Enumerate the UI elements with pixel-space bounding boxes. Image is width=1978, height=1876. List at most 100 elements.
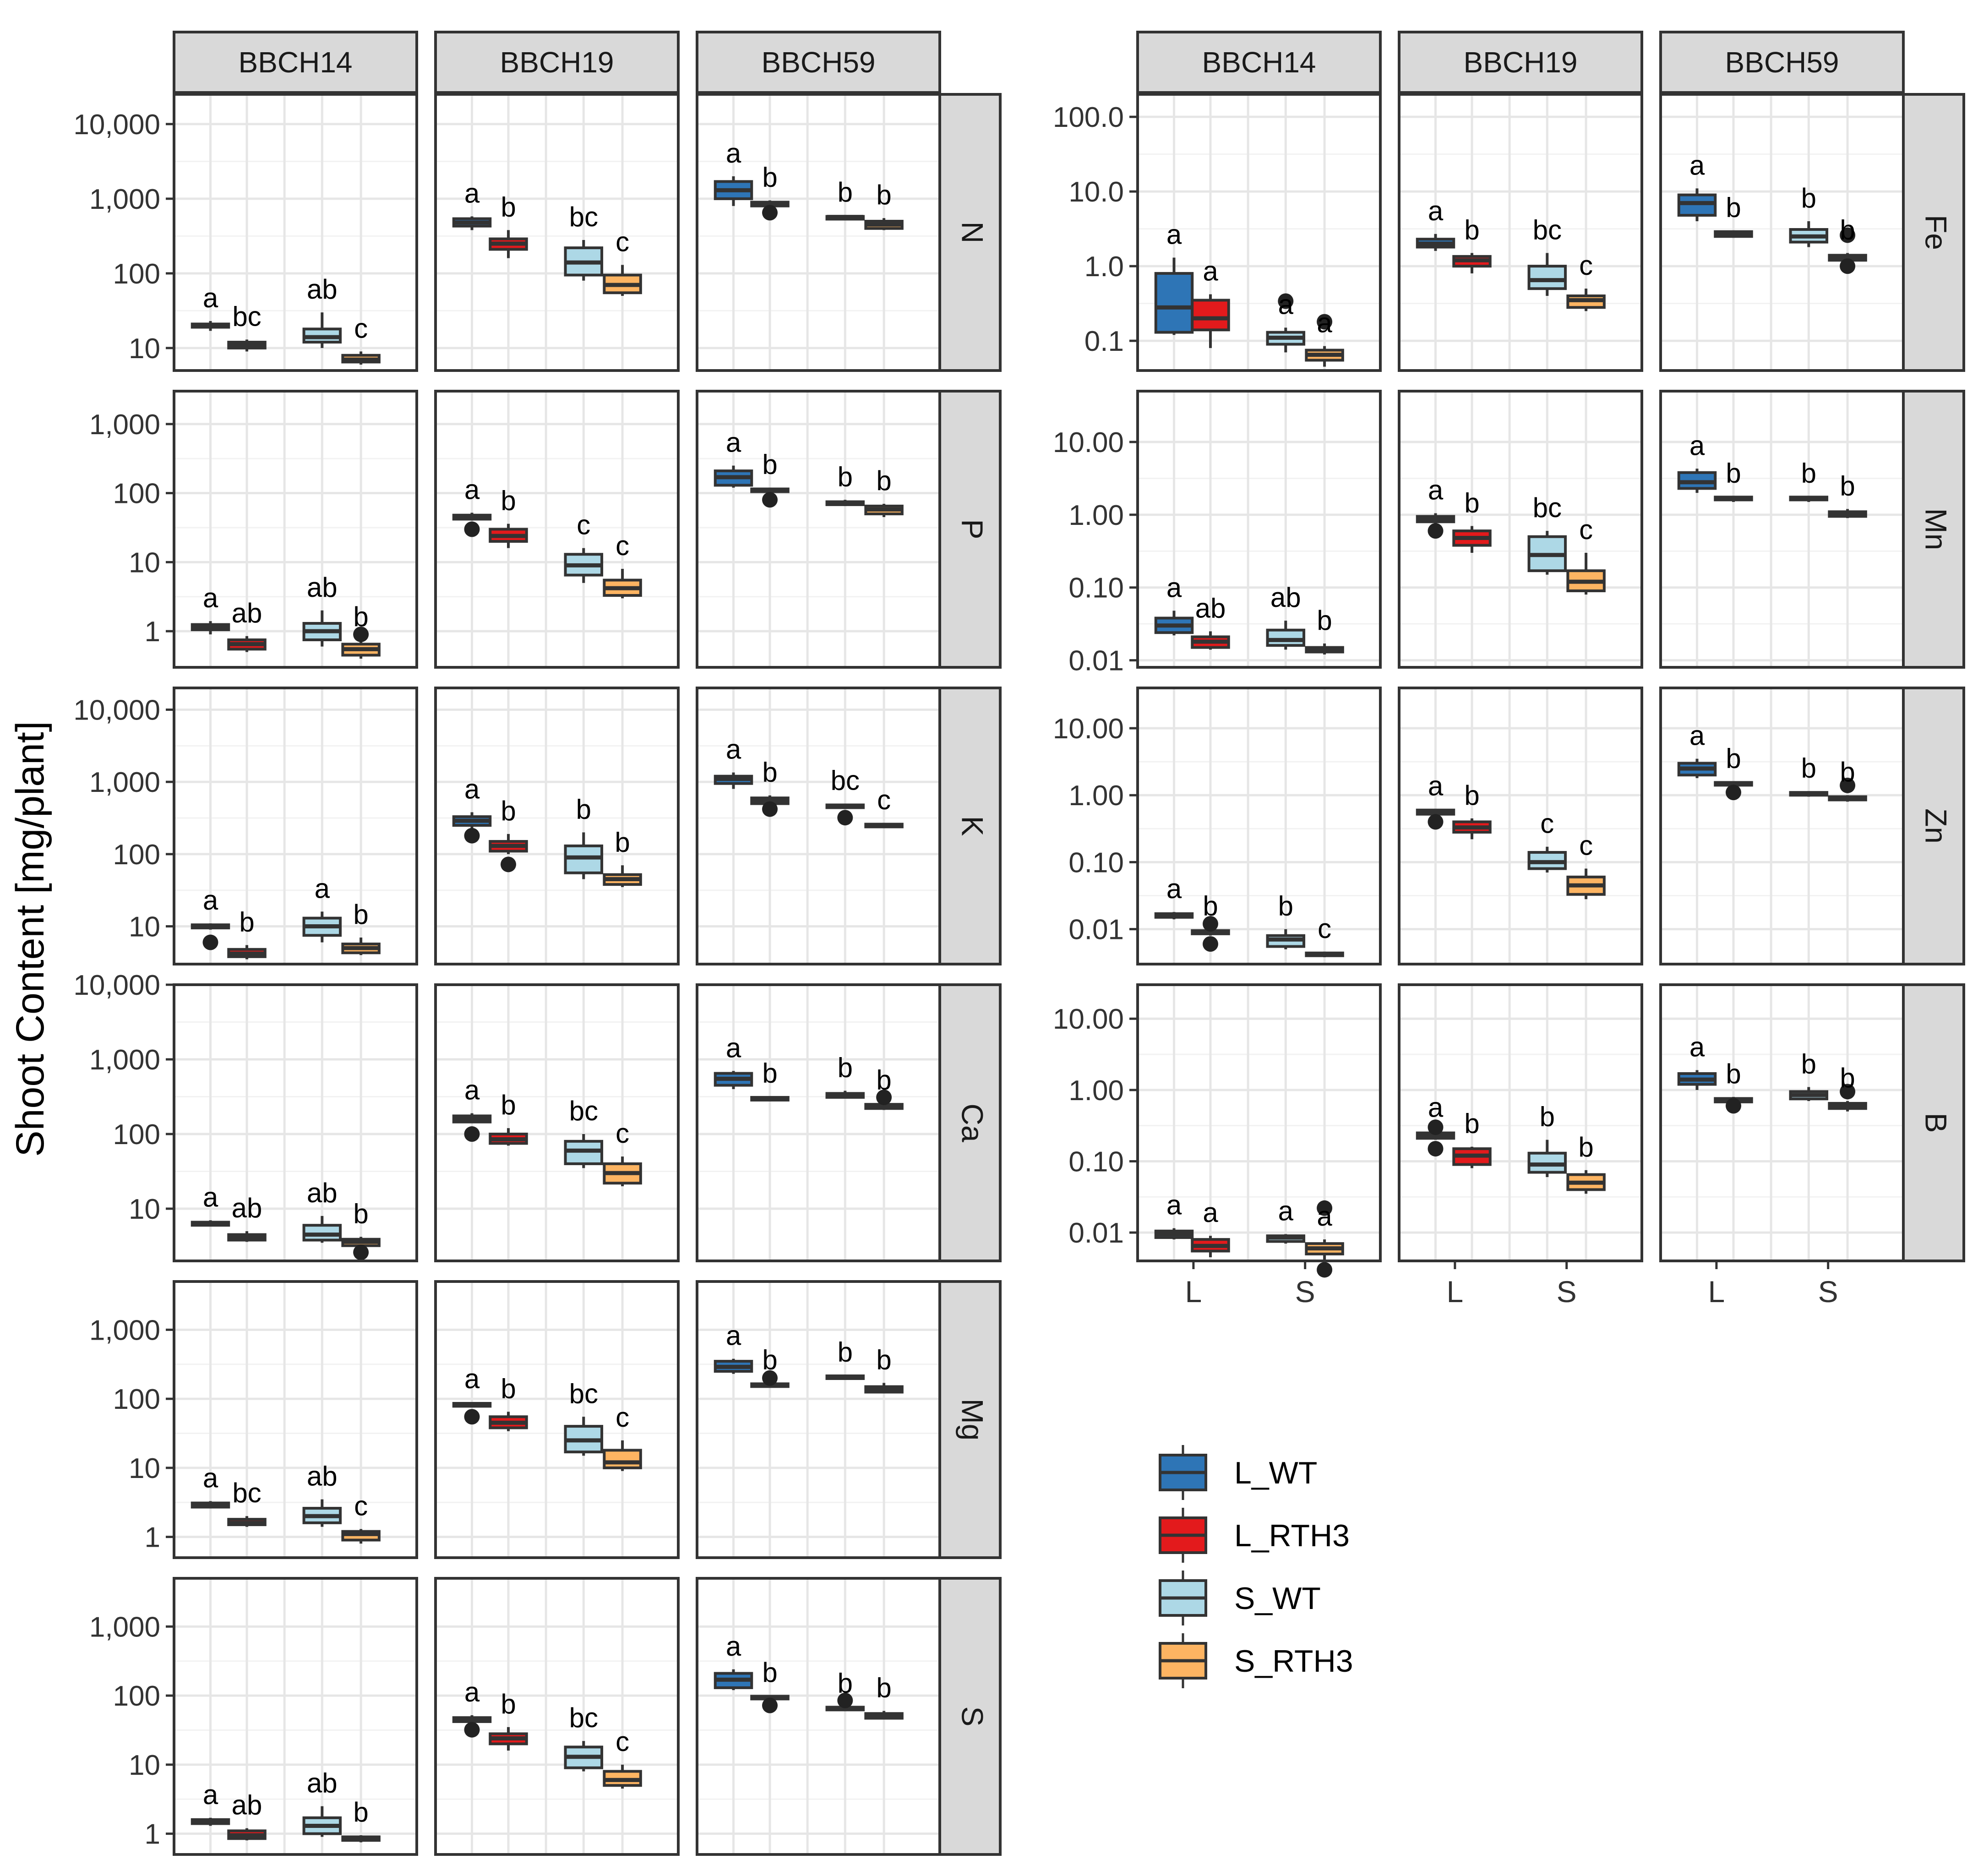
element-strip-K: K xyxy=(938,687,1002,965)
significance-letter: bc xyxy=(569,1702,598,1733)
panel-border xyxy=(1398,687,1643,965)
box-S_RTH3: b xyxy=(864,465,904,517)
box-L_WT: a xyxy=(452,774,492,844)
significance-letter: b xyxy=(501,1689,516,1719)
significance-letter: b xyxy=(1801,753,1816,783)
box-L_RTH3: b xyxy=(1191,891,1230,952)
significance-letter: c xyxy=(1579,830,1593,861)
y-tick-label: 1,000 xyxy=(89,1314,160,1346)
box-S_WT: ab xyxy=(302,1461,342,1527)
significance-letter: a xyxy=(726,1631,741,1662)
significance-letter: b xyxy=(1801,1048,1816,1079)
box-S_RTH3: b xyxy=(341,601,381,659)
x-tick-label: L xyxy=(1708,1275,1725,1309)
box-L_WT: a xyxy=(1416,196,1455,251)
box-L_RTH3: b xyxy=(1714,743,1753,801)
panel-background xyxy=(1661,94,1903,371)
outlier-point xyxy=(353,1244,369,1260)
significance-letter: b xyxy=(1840,757,1855,787)
box-S_RTH3: b xyxy=(341,899,381,955)
panel-Mn-BBCH19: a b bcc xyxy=(1398,390,1643,669)
panel-B-BBCH59: ab b bL S xyxy=(1659,983,1905,1309)
box-S_WT: b xyxy=(564,794,604,879)
outlier-point xyxy=(464,828,480,844)
significance-letter: b xyxy=(1840,214,1855,245)
significance-letter: ab xyxy=(232,598,262,628)
significance-letter: b xyxy=(353,899,368,930)
box-S_RTH3: c xyxy=(1566,250,1606,311)
y-tick-label: 10,000 xyxy=(73,109,160,141)
box-body xyxy=(1266,628,1306,647)
box-S_WT: a xyxy=(1266,289,1306,353)
box-S_RTH3: b xyxy=(341,1198,381,1260)
significance-letter: b xyxy=(762,162,777,193)
significance-letter: b xyxy=(501,1373,516,1404)
box-L_WT: a xyxy=(191,1779,230,1826)
panel-Mg-BBCH14: a bc abc 1 10 100 1,000 xyxy=(89,1280,418,1559)
outlier-point xyxy=(1317,1200,1333,1216)
outlier-point xyxy=(1278,293,1294,309)
box-L_WT: a xyxy=(452,474,492,537)
box-L_RTH3: b xyxy=(1452,487,1492,553)
significance-letter: a xyxy=(726,1320,741,1351)
box-S_WT: bc xyxy=(564,1096,604,1168)
panel-border xyxy=(1136,390,1382,669)
significance-letter: b xyxy=(353,1198,368,1229)
y-tick-label: 1.00 xyxy=(1068,1075,1124,1107)
significance-letter: bc xyxy=(569,202,598,232)
significance-letter: a xyxy=(1166,1190,1182,1221)
stage-strip-label: BBCH59 xyxy=(1725,46,1839,79)
y-tick-label: 0.01 xyxy=(1068,645,1124,677)
stage-strip xyxy=(434,31,680,94)
panel-background xyxy=(174,391,417,667)
box-L_RTH3: b xyxy=(750,1058,790,1102)
box-S_RTH3: b xyxy=(1828,1063,1867,1112)
significance-letter: b xyxy=(1726,192,1741,223)
y-tick-label: 10 xyxy=(129,547,160,578)
element-strip xyxy=(938,1577,1002,1856)
y-tick-label: 10.00 xyxy=(1053,427,1124,458)
significance-letter: bc xyxy=(232,301,261,332)
element-strip-Zn: Zn xyxy=(1902,687,1965,965)
box-L_WT: a xyxy=(714,1631,753,1691)
significance-letter: b xyxy=(762,1058,777,1089)
box-S_RTH3: a xyxy=(1305,308,1344,367)
significance-letter: a xyxy=(1166,572,1182,603)
box-S_WT: c xyxy=(564,510,604,583)
box-L_WT: a xyxy=(452,1363,492,1425)
significance-letter: bc xyxy=(1533,214,1562,245)
element-strip-Mn: Mn xyxy=(1902,390,1965,669)
panel-background xyxy=(1661,391,1903,667)
significance-letter: a xyxy=(1317,1201,1332,1232)
y-tick-label: 10 xyxy=(129,1194,160,1225)
significance-letter: b xyxy=(1726,1058,1741,1089)
element-strip xyxy=(1902,983,1965,1262)
panel-N-BBCH19: a b bcc BBCH19 xyxy=(434,31,680,372)
element-strip xyxy=(1902,390,1965,669)
box-L_WT: a xyxy=(714,427,753,488)
stage-strip xyxy=(1136,31,1382,94)
significance-letter: c xyxy=(616,530,629,561)
significance-letter: b xyxy=(876,465,891,496)
significance-letter: bc xyxy=(569,1378,598,1409)
outlier-point xyxy=(762,1370,778,1386)
outlier-point xyxy=(464,1409,480,1425)
box-L_WT: a xyxy=(191,885,230,950)
y-tick-label: 100 xyxy=(113,258,160,290)
significance-letter: b xyxy=(501,485,516,516)
significance-letter: c xyxy=(616,1726,629,1757)
box-S_WT: bc xyxy=(564,1378,604,1456)
significance-letter: a xyxy=(726,1032,741,1063)
significance-letter: a xyxy=(1166,873,1182,904)
significance-letter: ab xyxy=(307,274,338,305)
panel-Mg-BBCH19: a b bcc xyxy=(434,1280,680,1559)
significance-letter: a xyxy=(464,1677,480,1707)
box-L_RTH3: b xyxy=(489,1373,528,1431)
element-strip-label: Zn xyxy=(1919,808,1953,844)
